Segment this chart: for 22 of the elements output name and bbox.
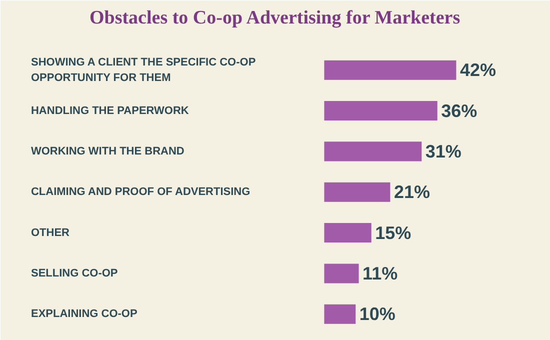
chart-title: Obstacles to Co-op Advertising for Marketers [89,8,460,28]
bar [324,60,456,80]
data-label: 36% [441,100,478,121]
bar [324,304,356,324]
bar [324,142,422,162]
y-tick-label: CLAIMING AND PROOF OF ADVERTISING [30,186,250,198]
bar [324,223,372,243]
y-tick-label: SELLING CO-OP [30,267,118,280]
data-label: 42% [460,60,496,80]
data-label: 31% [425,141,462,162]
y-tick-label: HANDLING THE PAPERWORK [30,104,189,117]
bar [324,101,438,121]
y-tick-label: WORKING WITH THE BRAND [30,145,184,158]
y-tick-label: EXPLAINING CO-OP [30,308,138,320]
y-tick-label: OTHER [30,226,70,239]
data-label: 10% [359,304,396,324]
bar [324,182,390,202]
data-label: 15% [375,222,412,243]
data-label: 11% [362,263,398,284]
y-tick-label: SHOWING A CLIENT THE SPECIFIC CO-OP OPPORTUNITY FOR THEM [30,56,256,84]
bar [324,264,359,284]
data-label: 21% [394,182,430,202]
